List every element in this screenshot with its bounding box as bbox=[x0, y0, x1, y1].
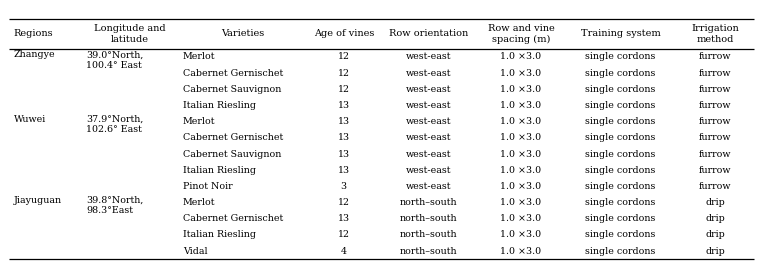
Text: north–south: north–south bbox=[400, 247, 457, 256]
Text: single cordons: single cordons bbox=[585, 133, 655, 142]
Text: single cordons: single cordons bbox=[585, 150, 655, 158]
Text: 3: 3 bbox=[341, 182, 347, 191]
Text: west-east: west-east bbox=[405, 182, 451, 191]
Text: furrow: furrow bbox=[699, 182, 731, 191]
Text: 1.0 ×3.0: 1.0 ×3.0 bbox=[501, 214, 542, 223]
Text: furrow: furrow bbox=[699, 117, 731, 126]
Text: Age of vines: Age of vines bbox=[314, 29, 374, 38]
Text: 1.0 ×3.0: 1.0 ×3.0 bbox=[501, 166, 542, 175]
Text: single cordons: single cordons bbox=[585, 52, 655, 62]
Text: 13: 13 bbox=[338, 166, 350, 175]
Text: drip: drip bbox=[705, 198, 725, 207]
Text: 1.0 ×3.0: 1.0 ×3.0 bbox=[501, 133, 542, 142]
Text: drip: drip bbox=[705, 214, 725, 223]
Text: single cordons: single cordons bbox=[585, 166, 655, 175]
Text: 1.0 ×3.0: 1.0 ×3.0 bbox=[501, 230, 542, 239]
Text: Row orientation: Row orientation bbox=[388, 29, 468, 38]
Text: 1.0 ×3.0: 1.0 ×3.0 bbox=[501, 182, 542, 191]
Text: 12: 12 bbox=[338, 69, 349, 77]
Text: north–south: north–south bbox=[400, 230, 457, 239]
Text: single cordons: single cordons bbox=[585, 117, 655, 126]
Text: Merlot: Merlot bbox=[182, 52, 215, 62]
Text: furrow: furrow bbox=[699, 150, 731, 158]
Text: Cabernet Gernischet: Cabernet Gernischet bbox=[182, 69, 283, 77]
Text: 13: 13 bbox=[338, 214, 350, 223]
Text: north–south: north–south bbox=[400, 198, 457, 207]
Text: west-east: west-east bbox=[405, 69, 451, 77]
Text: 4: 4 bbox=[341, 247, 346, 256]
Text: Merlot: Merlot bbox=[182, 117, 215, 126]
Text: 1.0 ×3.0: 1.0 ×3.0 bbox=[501, 69, 542, 77]
Text: west-east: west-east bbox=[405, 85, 451, 94]
Text: west-east: west-east bbox=[405, 166, 451, 175]
Text: 37.9°North,
102.6° East: 37.9°North, 102.6° East bbox=[86, 115, 143, 134]
Text: Jiayuguan: Jiayuguan bbox=[14, 196, 62, 205]
Text: drip: drip bbox=[705, 230, 725, 239]
Text: Vidal: Vidal bbox=[182, 247, 208, 256]
Text: single cordons: single cordons bbox=[585, 101, 655, 110]
Text: 12: 12 bbox=[338, 230, 349, 239]
Text: west-east: west-east bbox=[405, 133, 451, 142]
Text: 13: 13 bbox=[338, 117, 350, 126]
Text: west-east: west-east bbox=[405, 150, 451, 158]
Text: 1.0 ×3.0: 1.0 ×3.0 bbox=[501, 52, 542, 62]
Text: 13: 13 bbox=[338, 101, 350, 110]
Text: Merlot: Merlot bbox=[182, 198, 215, 207]
Text: 1.0 ×3.0: 1.0 ×3.0 bbox=[501, 117, 542, 126]
Text: west-east: west-east bbox=[405, 117, 451, 126]
Text: west-east: west-east bbox=[405, 101, 451, 110]
Text: 1.0 ×3.0: 1.0 ×3.0 bbox=[501, 198, 542, 207]
Text: 1.0 ×3.0: 1.0 ×3.0 bbox=[501, 150, 542, 158]
Text: furrow: furrow bbox=[699, 52, 731, 62]
Text: 13: 13 bbox=[338, 133, 350, 142]
Text: north–south: north–south bbox=[400, 214, 457, 223]
Text: Irrigation
method: Irrigation method bbox=[691, 24, 739, 43]
Text: Cabernet Gernischet: Cabernet Gernischet bbox=[182, 214, 283, 223]
Text: furrow: furrow bbox=[699, 101, 731, 110]
Text: single cordons: single cordons bbox=[585, 85, 655, 94]
Text: single cordons: single cordons bbox=[585, 182, 655, 191]
Text: west-east: west-east bbox=[405, 52, 451, 62]
Text: Italian Riesling: Italian Riesling bbox=[182, 230, 256, 239]
Text: furrow: furrow bbox=[699, 133, 731, 142]
Text: single cordons: single cordons bbox=[585, 230, 655, 239]
Text: 39.8°North,
98.3°East: 39.8°North, 98.3°East bbox=[86, 196, 143, 215]
Text: Regions: Regions bbox=[14, 29, 53, 38]
Text: single cordons: single cordons bbox=[585, 247, 655, 256]
Text: Row and vine
spacing (m): Row and vine spacing (m) bbox=[488, 24, 554, 44]
Text: Zhangye: Zhangye bbox=[14, 50, 56, 59]
Text: Longitude and
latitude: Longitude and latitude bbox=[94, 24, 166, 43]
Text: furrow: furrow bbox=[699, 166, 731, 175]
Text: Wuwei: Wuwei bbox=[14, 115, 46, 124]
Text: Cabernet Sauvignon: Cabernet Sauvignon bbox=[182, 85, 281, 94]
Text: 13: 13 bbox=[338, 150, 350, 158]
Text: 1.0 ×3.0: 1.0 ×3.0 bbox=[501, 85, 542, 94]
Text: 12: 12 bbox=[338, 198, 349, 207]
Text: drip: drip bbox=[705, 247, 725, 256]
Text: Training system: Training system bbox=[581, 29, 661, 38]
Text: Cabernet Sauvignon: Cabernet Sauvignon bbox=[182, 150, 281, 158]
Text: Italian Riesling: Italian Riesling bbox=[182, 101, 256, 110]
Text: Varieties: Varieties bbox=[221, 29, 265, 38]
Text: 12: 12 bbox=[338, 52, 349, 62]
Text: furrow: furrow bbox=[699, 69, 731, 77]
Text: Pinot Noir: Pinot Noir bbox=[182, 182, 232, 191]
Text: Cabernet Gernischet: Cabernet Gernischet bbox=[182, 133, 283, 142]
Text: single cordons: single cordons bbox=[585, 69, 655, 77]
Text: 1.0 ×3.0: 1.0 ×3.0 bbox=[501, 101, 542, 110]
Text: 1.0 ×3.0: 1.0 ×3.0 bbox=[501, 247, 542, 256]
Text: single cordons: single cordons bbox=[585, 214, 655, 223]
Text: 39.0°North,
100.4° East: 39.0°North, 100.4° East bbox=[86, 50, 143, 70]
Text: Italian Riesling: Italian Riesling bbox=[182, 166, 256, 175]
Text: furrow: furrow bbox=[699, 85, 731, 94]
Text: single cordons: single cordons bbox=[585, 198, 655, 207]
Text: 12: 12 bbox=[338, 85, 349, 94]
